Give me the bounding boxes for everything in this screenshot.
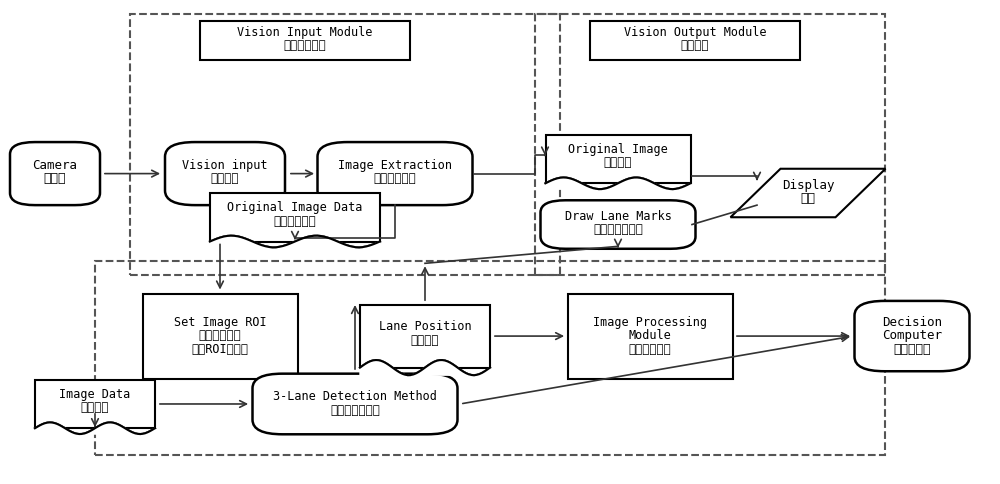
FancyBboxPatch shape <box>252 374 458 435</box>
Text: 3-Lane Detection Method: 3-Lane Detection Method <box>273 390 437 402</box>
Polygon shape <box>360 360 490 376</box>
Bar <box>360 305 490 368</box>
Text: Computer: Computer <box>882 329 942 341</box>
Text: Image Data: Image Data <box>59 387 131 400</box>
Text: Image Extraction: Image Extraction <box>338 159 452 171</box>
Polygon shape <box>730 169 886 218</box>
Text: 显示: 显示 <box>800 192 816 205</box>
Bar <box>200 22 410 60</box>
Text: Lane Position: Lane Position <box>379 320 471 333</box>
Text: Image Processing: Image Processing <box>593 315 707 328</box>
Text: 显示模块: 显示模块 <box>681 39 709 52</box>
Bar <box>590 22 800 60</box>
Text: Original Image Data: Original Image Data <box>227 201 363 213</box>
Text: 视频采集: 视频采集 <box>211 172 239 185</box>
Text: Vision Input Module: Vision Input Module <box>237 26 373 38</box>
Text: Camera: Camera <box>32 159 78 171</box>
Text: 车道标识线绘制: 车道标识线绘制 <box>593 223 643 236</box>
Polygon shape <box>546 178 690 190</box>
Text: 图像处理模块: 图像处理模块 <box>629 342 671 355</box>
Text: Vision Output Module: Vision Output Module <box>624 26 766 38</box>
Text: 摄像头: 摄像头 <box>44 172 66 185</box>
Text: 域（ROI）设定: 域（ROI）设定 <box>192 342 248 355</box>
Text: 三车道识别算法: 三车道识别算法 <box>330 403 380 416</box>
Text: Module: Module <box>629 329 671 341</box>
Bar <box>210 194 380 242</box>
Polygon shape <box>35 423 155 434</box>
Text: Set Image ROI: Set Image ROI <box>174 315 266 328</box>
Text: Draw Lane Marks: Draw Lane Marks <box>565 210 671 222</box>
Bar <box>568 294 732 378</box>
Text: Vision input: Vision input <box>182 159 268 171</box>
Text: 决策计算机: 决策计算机 <box>893 342 931 355</box>
Text: 原始图像数据: 原始图像数据 <box>274 214 316 227</box>
Text: 原始图像: 原始图像 <box>604 156 632 169</box>
Text: 图像数据: 图像数据 <box>81 401 109 413</box>
Text: 视频输入模块: 视频输入模块 <box>284 39 326 52</box>
Polygon shape <box>210 236 380 248</box>
FancyBboxPatch shape <box>540 201 696 249</box>
Text: Display: Display <box>782 179 834 191</box>
FancyBboxPatch shape <box>165 143 285 206</box>
FancyBboxPatch shape <box>854 301 970 372</box>
Bar <box>35 380 155 428</box>
Text: 道路感兴趣区: 道路感兴趣区 <box>199 329 241 341</box>
Bar <box>143 294 298 378</box>
Text: Decision: Decision <box>882 315 942 328</box>
Text: 车道信息: 车道信息 <box>411 333 439 346</box>
Text: 图像数据提取: 图像数据提取 <box>374 172 416 185</box>
Bar <box>546 136 690 184</box>
FancyBboxPatch shape <box>10 143 100 206</box>
Text: Original Image: Original Image <box>568 143 668 155</box>
FancyBboxPatch shape <box>318 143 473 206</box>
